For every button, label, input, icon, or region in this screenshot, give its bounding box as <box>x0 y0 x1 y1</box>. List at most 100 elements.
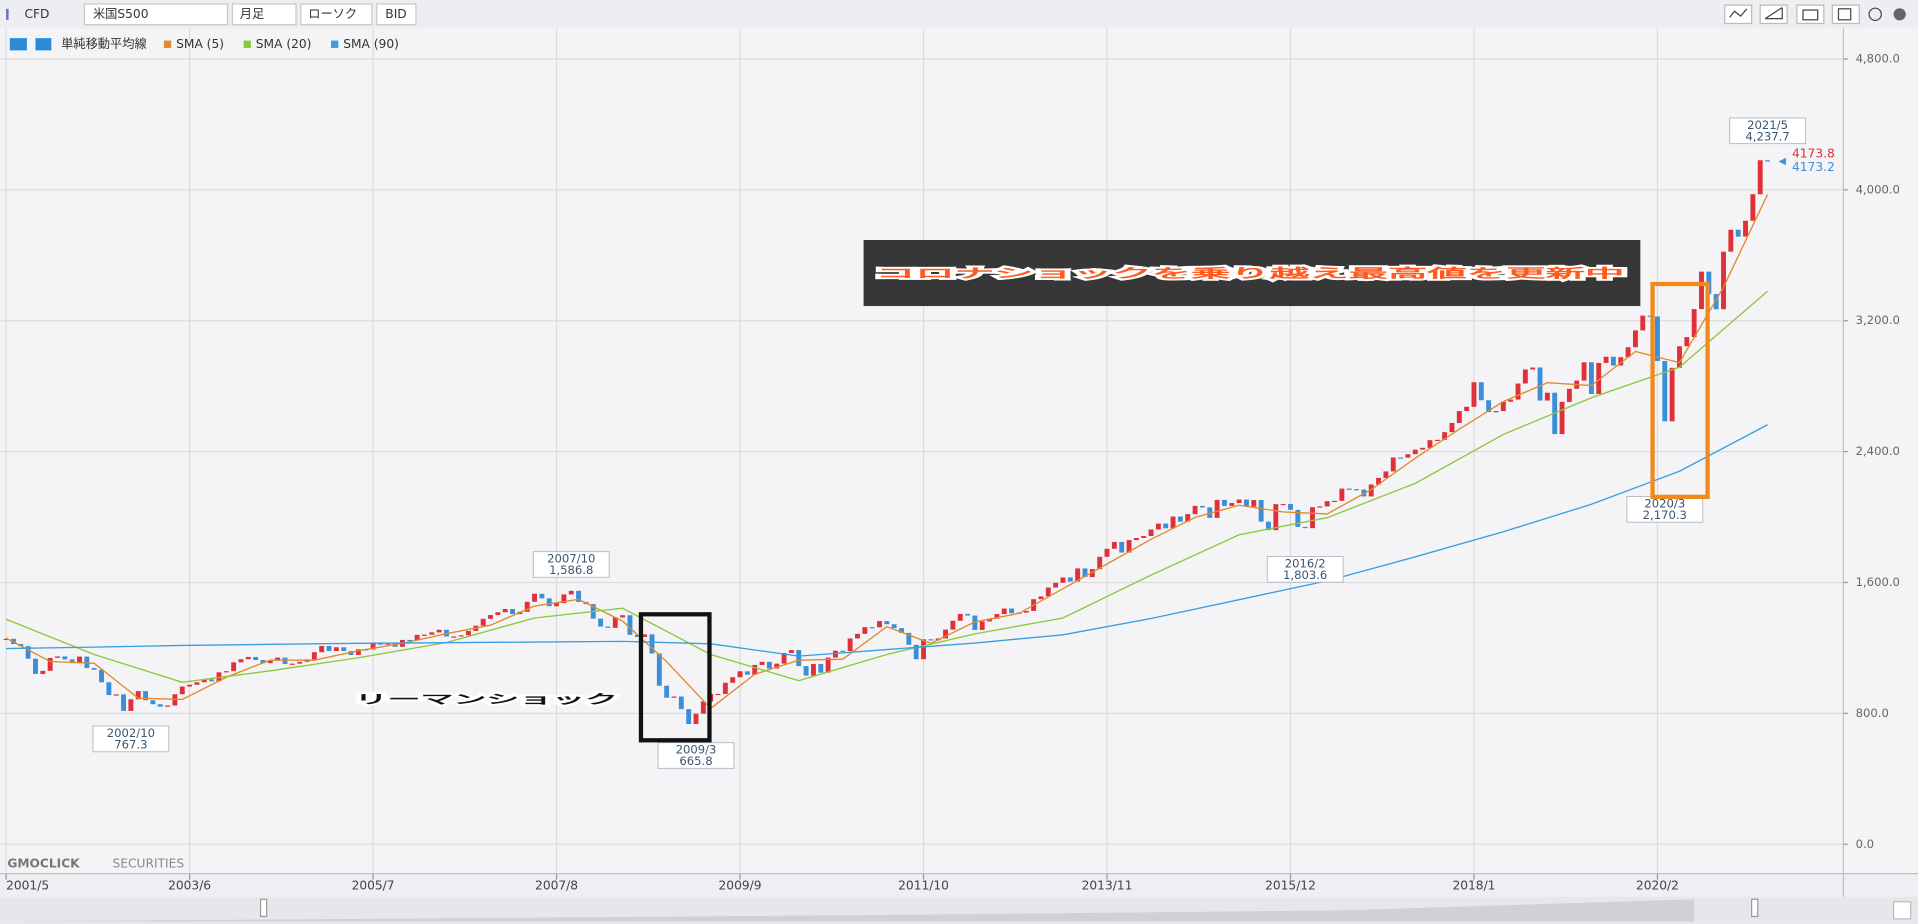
candle <box>943 629 948 639</box>
annotation-box <box>657 742 735 769</box>
x-tick-label: 2020/2 <box>1636 878 1679 892</box>
candle <box>370 642 376 650</box>
icon-button[interactable] <box>1759 4 1788 25</box>
annotation-value: 1,586.8 <box>549 563 593 577</box>
candle <box>576 590 582 602</box>
candle <box>143 691 149 701</box>
candle <box>1478 382 1484 401</box>
candle <box>965 613 971 616</box>
icon-button[interactable] <box>1831 4 1860 25</box>
candle <box>1515 383 1521 400</box>
symbol-select[interactable] <box>83 3 229 26</box>
style-select[interactable] <box>300 3 373 26</box>
icon <box>1802 9 1819 21</box>
candle <box>913 644 919 660</box>
candle <box>1119 541 1125 553</box>
candle <box>1229 502 1235 506</box>
candle <box>612 617 618 628</box>
grid: 0.0 800.0 1,600.0 2,400.0 3,200.0 4,000.0 4,80… <box>0 28 1900 892</box>
candle <box>1273 504 1279 531</box>
y-tick-label: 0.0 <box>1856 837 1874 851</box>
candle <box>1075 568 1081 582</box>
candle <box>1508 399 1514 402</box>
x-tick-label: 2001/5 <box>6 878 49 892</box>
candle <box>1060 577 1066 583</box>
annotation-box <box>1729 117 1806 145</box>
annotation-value: 4,237.7 <box>1745 129 1789 143</box>
icon <box>1837 8 1852 21</box>
candle <box>355 649 361 655</box>
candle <box>297 661 303 664</box>
candle <box>1163 523 1169 529</box>
period[interactable]: 月足 <box>240 7 264 21</box>
candle <box>788 650 794 654</box>
candle <box>1456 411 1462 423</box>
candle <box>179 686 185 695</box>
y-tick-label: 800.0 <box>1856 706 1889 720</box>
candle <box>649 634 655 654</box>
candle <box>1302 526 1308 529</box>
legend-swatch <box>331 40 339 48</box>
candle <box>1655 316 1660 361</box>
highlight-box <box>638 612 712 743</box>
period-select[interactable] <box>231 3 297 26</box>
candle <box>1757 160 1763 195</box>
candle <box>1566 388 1572 402</box>
legend-toggle[interactable] <box>35 38 52 51</box>
candle <box>333 647 339 652</box>
candle <box>157 704 163 707</box>
candle <box>1398 457 1404 459</box>
candle <box>979 621 985 630</box>
candle <box>664 685 670 698</box>
candle <box>1442 432 1448 440</box>
close-button[interactable] <box>1893 8 1906 21</box>
candle <box>774 663 780 669</box>
candle <box>994 614 1000 619</box>
candle <box>781 653 787 664</box>
candle <box>62 656 68 660</box>
candle <box>201 679 207 683</box>
candle <box>906 632 912 645</box>
style[interactable]: ローソク <box>308 7 357 21</box>
navigator-handle[interactable] <box>1751 898 1759 918</box>
legend-icon[interactable] <box>9 38 27 51</box>
expand-button[interactable] <box>1892 901 1912 920</box>
symbol[interactable]: 米国S500 <box>93 7 149 21</box>
candle <box>1089 569 1095 578</box>
candle <box>113 694 119 696</box>
candle <box>1133 537 1139 541</box>
candle <box>1009 608 1015 614</box>
price-type[interactable]: BID <box>385 7 406 21</box>
x-tick-label: 2011/10 <box>898 878 949 892</box>
candle <box>1464 406 1470 412</box>
annotation-date: 2020/3 <box>1644 496 1685 510</box>
candle <box>451 636 457 638</box>
price-type-button[interactable] <box>376 3 417 26</box>
candle <box>422 634 427 636</box>
annotation-box <box>1626 496 1704 523</box>
candle <box>1603 356 1609 363</box>
icon-button[interactable] <box>1796 4 1825 25</box>
candle <box>223 671 229 673</box>
candle <box>253 656 259 661</box>
candle <box>1339 488 1345 501</box>
navigator-handle[interactable] <box>259 898 268 918</box>
candle <box>1104 548 1110 557</box>
navigator-area <box>0 899 1695 922</box>
y-tick-label: 4,800.0 <box>1856 51 1900 65</box>
icon-button[interactable] <box>1868 7 1882 22</box>
candle <box>106 682 112 696</box>
candle <box>1221 499 1227 506</box>
candle <box>1559 401 1565 435</box>
x-tick-label: 2009/9 <box>719 878 762 892</box>
candle <box>1053 582 1059 588</box>
candle <box>1001 608 1007 615</box>
candle <box>627 615 633 635</box>
candle <box>1713 294 1719 310</box>
price-marker <box>1778 157 1786 166</box>
y-tick-label: 3,200.0 <box>1856 313 1900 327</box>
x-tick-label: 2015/12 <box>1265 878 1316 892</box>
candle <box>1500 401 1506 412</box>
candle <box>561 594 567 604</box>
